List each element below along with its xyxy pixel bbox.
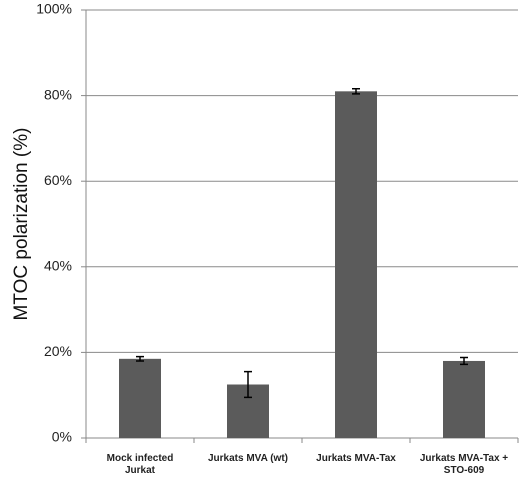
bar (119, 358, 161, 438)
y-axis-label: MTOC polarization (%) (11, 128, 32, 321)
y-tick-label: 20% (44, 343, 72, 359)
x-tick-label: Jurkats MVA-Tax + STO-609 (419, 453, 509, 476)
bar (335, 91, 377, 438)
y-tick-label: 80% (44, 86, 72, 102)
y-tick-label: 0% (52, 429, 72, 445)
x-tick-label: Jurkats MVA-Tax (316, 453, 396, 464)
y-tick-label: 60% (44, 172, 72, 188)
error-bar (244, 370, 252, 399)
y-tick-label: 40% (44, 258, 72, 274)
bar (443, 360, 485, 438)
x-tick-label: Mock infected Jurkat (106, 453, 174, 476)
y-tick-label: 100% (36, 1, 72, 17)
error-bar (352, 88, 360, 95)
error-bar (136, 355, 144, 362)
error-bar (460, 356, 468, 366)
x-tick-label: Jurkats MVA (wt) (207, 453, 288, 464)
